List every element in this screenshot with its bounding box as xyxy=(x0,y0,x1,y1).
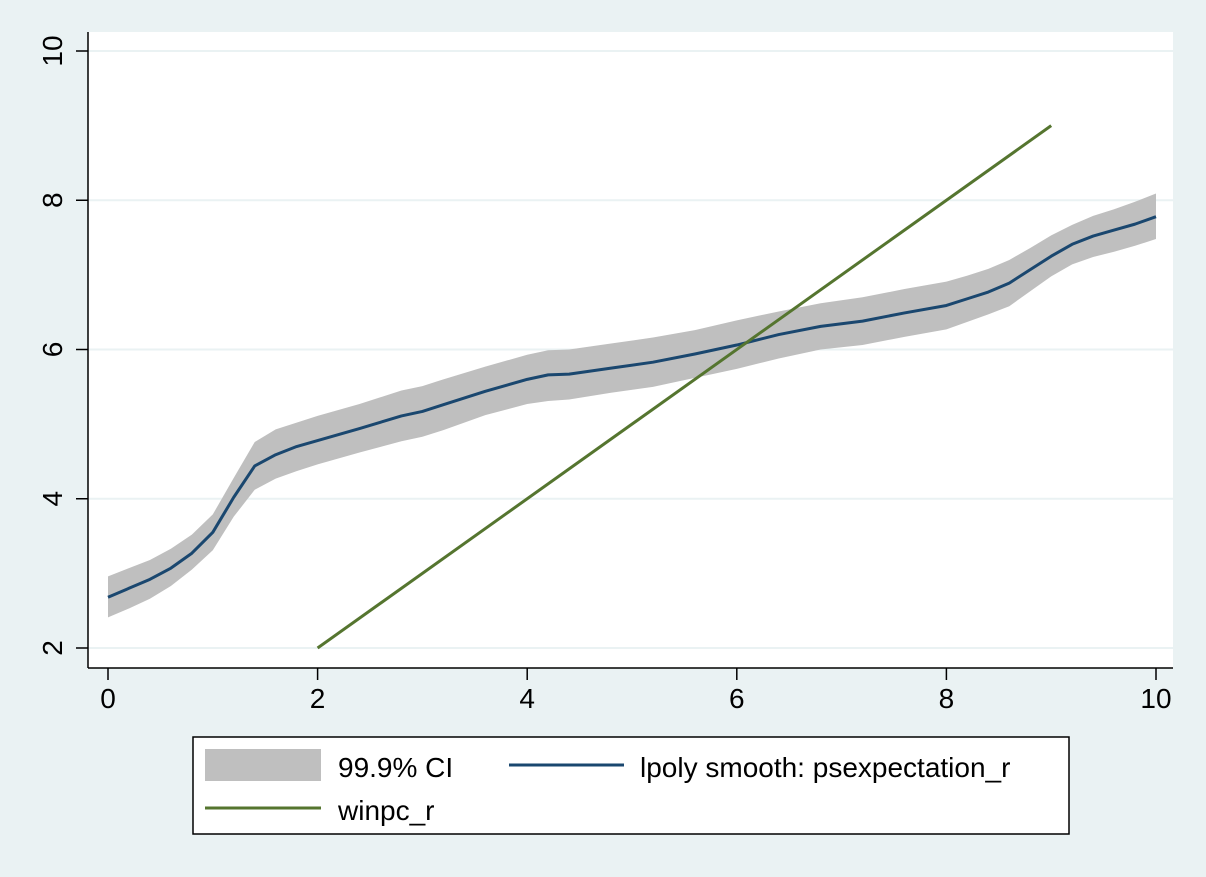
legend: 99.9% CI lpoly smooth: psexpectation_r w… xyxy=(192,736,1070,835)
legend-swatch-ci xyxy=(205,749,321,781)
legend-label-ci: 99.9% CI xyxy=(338,752,453,783)
lpoly-smooth-line xyxy=(107,215,1157,599)
axes-layer: 0 2 4 6 8 10 2 4 6 8 10 xyxy=(37,32,1173,714)
y-tick-label-2: 2 xyxy=(37,640,68,656)
series-layer xyxy=(107,124,1157,650)
x-tick-label-10: 10 xyxy=(1140,683,1171,714)
legend-label-lpoly: lpoly smooth: psexpectation_r xyxy=(640,752,1010,783)
x-tick-label-4: 4 xyxy=(519,683,535,714)
x-tick-label-6: 6 xyxy=(729,683,745,714)
x-tick-label-8: 8 xyxy=(939,683,955,714)
y-tick-label-6: 6 xyxy=(37,342,68,358)
legend-label-winpc: winpc_r xyxy=(337,795,434,826)
ci-band xyxy=(108,193,1156,618)
x-tick-label-2: 2 xyxy=(310,683,326,714)
winpc-line xyxy=(316,124,1053,650)
y-tick-label-4: 4 xyxy=(37,491,68,507)
legend-box xyxy=(192,736,1070,835)
y-tick-label-10: 10 xyxy=(37,35,68,66)
x-tick-label-0: 0 xyxy=(100,683,116,714)
y-tick-label-8: 8 xyxy=(37,192,68,208)
